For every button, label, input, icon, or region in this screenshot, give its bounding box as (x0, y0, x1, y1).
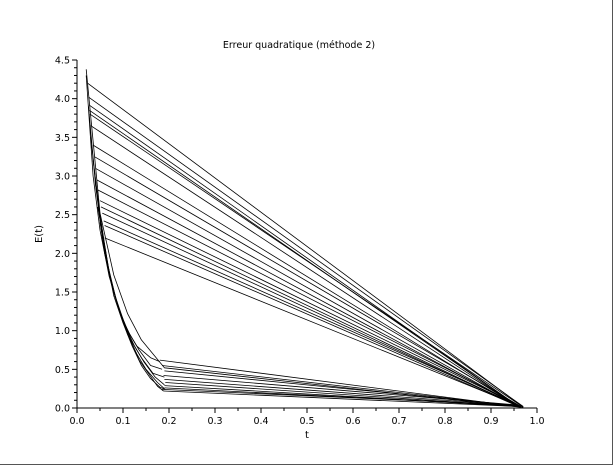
x-tick-label: 0.3 (207, 416, 222, 427)
x-tick-label: 0.4 (253, 416, 268, 427)
y-tick-label: 2.0 (55, 249, 70, 260)
y-tick-label: 0.0 (55, 404, 70, 415)
series-line-18 (104, 237, 522, 407)
series-line-17 (104, 225, 519, 407)
series-line-35 (99, 222, 166, 390)
x-tick-label: 0.9 (483, 416, 498, 427)
series-line-30 (88, 106, 163, 370)
x-tick-label: 0.1 (115, 416, 130, 427)
series-line-14 (100, 206, 519, 407)
axes: 0.0 0.1 0.2 0.3 0.4 0.5 0.6 0.7 0.8 0.9 1.0 0.0 0.5 1… (55, 56, 545, 428)
x-axis-title: t (305, 430, 309, 441)
series-line-10 (95, 167, 519, 407)
series-line-19 (159, 359, 524, 408)
series-line-16 (103, 220, 522, 407)
series-line-31 (90, 137, 165, 378)
series-line-6 (89, 113, 524, 408)
series-line-7 (90, 125, 519, 407)
y-tick-label: 3.0 (55, 172, 70, 183)
series-line-28 (163, 390, 519, 407)
y-tick-label: 1.0 (55, 326, 70, 337)
x-tick-label: 0.2 (161, 416, 176, 427)
x-tick-label: 0.5 (299, 416, 314, 427)
series-line-9 (94, 156, 522, 407)
series-line-8 (92, 144, 519, 407)
series-line-27 (162, 389, 515, 406)
y-tick-label: 0.5 (55, 365, 70, 376)
chart-title: Erreur quadratique (méthode 2) (223, 40, 375, 51)
x-tick-label: 0.8 (437, 416, 452, 427)
y-tick-label: 2.5 (55, 210, 70, 221)
y-tick-label: 3.5 (55, 133, 70, 144)
series-line-11 (96, 179, 519, 407)
series-line-12 (97, 189, 522, 407)
x-tick-label: 0.0 (69, 416, 84, 427)
series-line-2 (87, 82, 524, 408)
y-tick-label: 1.5 (55, 288, 70, 299)
plot-lines (85, 69, 524, 408)
y-tick-label: 4.0 (55, 94, 70, 105)
series-line-22 (163, 375, 517, 406)
series-line-5 (89, 109, 519, 407)
series-line-34 (97, 206, 164, 392)
x-tick-label: 0.6 (345, 416, 360, 427)
y-tick-label: 4.5 (55, 56, 70, 67)
series-line-32 (92, 160, 165, 386)
series-line-13 (99, 200, 522, 407)
y-axis-title: E(t) (34, 225, 45, 243)
series-line-3 (88, 96, 524, 407)
series-line-4 (88, 104, 519, 407)
x-tick-label: 1.0 (529, 416, 544, 427)
x-tick-label: 0.7 (391, 416, 406, 427)
series-line-23 (164, 379, 519, 407)
